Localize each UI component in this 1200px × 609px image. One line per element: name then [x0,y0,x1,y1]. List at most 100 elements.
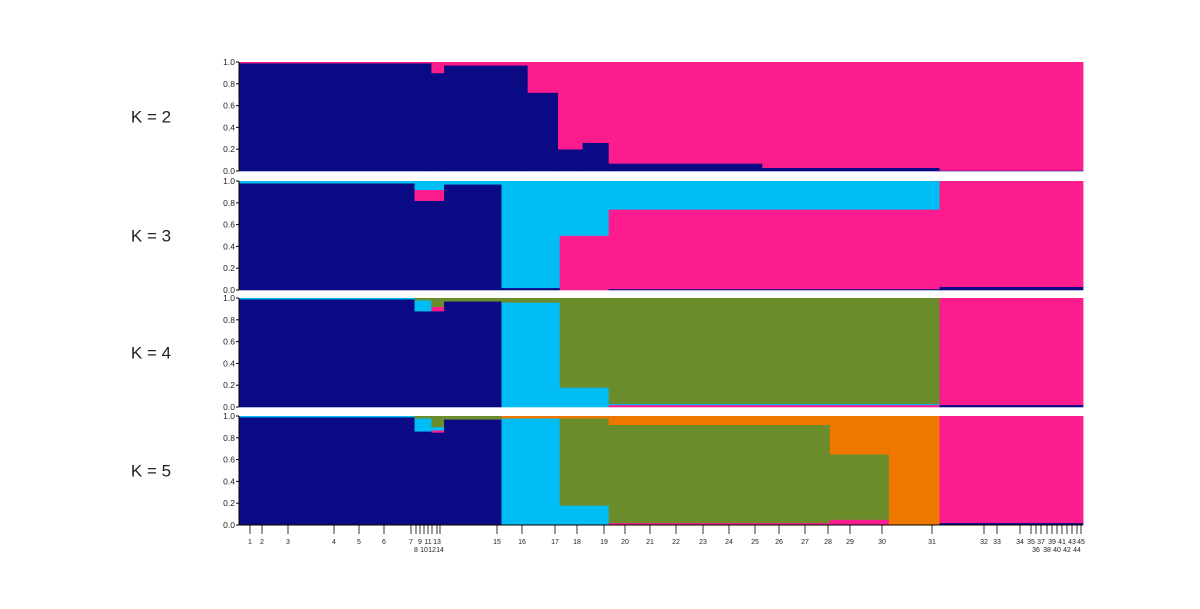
population-label: 26 [775,539,783,546]
population-label: 27 [801,539,809,546]
y-tick-label: 0.2 [223,380,235,390]
admixture-bar-segment [829,416,890,455]
admixture-bar-segment [431,62,445,74]
admixture-bar-segment [559,181,610,236]
admixture-bar-segment [239,417,415,526]
admixture-bar-segment [608,62,763,164]
admixture-bar-segment [501,298,561,303]
y-tick-label: 0.8 [223,433,235,443]
population-label: 23 [699,539,707,546]
population-label: 13 [433,539,441,546]
admixture-bar-segment [444,181,502,185]
x-axis: 1 2 3 4 5 6 7 9 11 13 15 16 17 18 19 20 21 22 23 24 25 26 27 28… [239,524,1085,554]
admixture-bar-segment [444,416,502,420]
population-label: 7 [409,539,413,546]
y-tick-label: 0.2 [223,498,235,508]
population-label: 19 [600,539,608,546]
admixture-bar-segment [414,181,445,191]
admixture-bar-segment [527,92,559,172]
admixture-bar-segment [239,183,415,291]
admixture-bar-segment [762,167,940,172]
admixture-bar-segment [939,522,1084,526]
y-tick-label: 1.0 [223,411,235,421]
admixture-bar-segment [582,62,610,143]
population-label: 8 [414,547,418,554]
k-label: K = 3 [131,227,171,246]
admixture-bar-segment [608,416,831,426]
admixture-bar-segment [501,416,561,419]
population-label: 14 [436,547,444,554]
admixture-bar-segment [608,298,940,405]
y-tick-label: 0.4 [223,241,235,251]
population-label: 37 [1037,539,1045,546]
admixture-bar-segment [431,298,445,308]
admixture-bar-segment [558,62,583,150]
admixture-bar-segment [414,311,432,408]
admixture-bar-segment [444,298,502,302]
population-label: 39 [1048,539,1056,546]
admixture-bar-segment [608,522,831,526]
admixture-bar-segment [939,62,1084,171]
y-tick-label: 0.2 [223,263,235,273]
admixture-bar-segment [414,416,432,419]
y-tick-label: 0.0 [223,166,235,176]
y-tick-label: 0.0 [223,285,235,295]
population-label: 30 [878,539,886,546]
admixture-bar-segment [431,430,445,433]
population-label: 21 [646,539,654,546]
admixture-bar-segment [239,298,415,300]
k-label: K = 4 [131,344,171,363]
population-label: 45 [1077,539,1085,546]
panel-k2: K = 2 0.0 0.2 0.4 0.6 0.8 1.0 [131,57,1084,176]
panel-k5: K = 5 0.0 0.2 0.4 0.6 0.8 1.0 [131,411,1084,530]
k-label: K = 2 [131,108,171,127]
population-label: 43 [1068,539,1076,546]
admixture-bar-segment [559,418,610,506]
admixture-bar-segment [559,298,610,388]
admixture-bar-segment [444,419,502,526]
admixture-bar-segment [939,181,1084,288]
admixture-bar-segment [608,424,831,524]
y-tick-label: 1.0 [223,57,235,67]
admixture-bar-segment [414,200,445,291]
population-label: 29 [846,539,854,546]
admixture-bar-segment [501,302,561,408]
admixture-bar-segment [939,298,1084,406]
population-label: 20 [621,539,629,546]
population-label: 34 [1016,539,1024,546]
admixture-bar-segment [608,404,940,408]
admixture-bar-segment [608,403,940,406]
y-tick-label: 0.6 [223,455,235,465]
population-label: 9 [418,539,422,546]
y-tick-label: 0.2 [223,144,235,154]
admixture-bar-segment [608,181,940,210]
population-label: 15 [493,539,501,546]
admixture-bar-segment [527,62,559,93]
y-tick-label: 0.0 [223,520,235,530]
admixture-bar-segment [239,63,432,172]
admixture-bar-segment [414,298,432,301]
admixture-bar-segment [829,454,890,520]
y-tick-label: 0.4 [223,476,235,486]
population-label: 28 [824,539,832,546]
admixture-bar-segment [414,189,445,201]
admixture-bar-segment [501,287,561,291]
population-label: 25 [751,539,759,546]
population-label: 17 [551,539,559,546]
population-label: 35 [1027,539,1035,546]
k-label: K = 5 [131,462,171,481]
admixture-bar-segment [559,416,610,419]
population-label: 33 [993,539,1001,546]
admixture-bar-segment [829,519,890,526]
admixture-bar-segment [431,311,445,408]
admixture-bar-segment [444,62,529,66]
admixture-bar-segment [431,306,445,312]
admixture-bar-segment [444,301,502,408]
admixture-bar-segment [239,62,432,64]
population-label: 42 [1063,547,1071,554]
population-label: 6 [382,539,386,546]
admixture-bar-segment [608,163,763,172]
panel-k3: K = 3 0.0 0.2 0.4 0.6 0.8 1.0 [131,176,1084,295]
population-label: 16 [518,539,526,546]
admixture-bar-segment [608,209,940,290]
